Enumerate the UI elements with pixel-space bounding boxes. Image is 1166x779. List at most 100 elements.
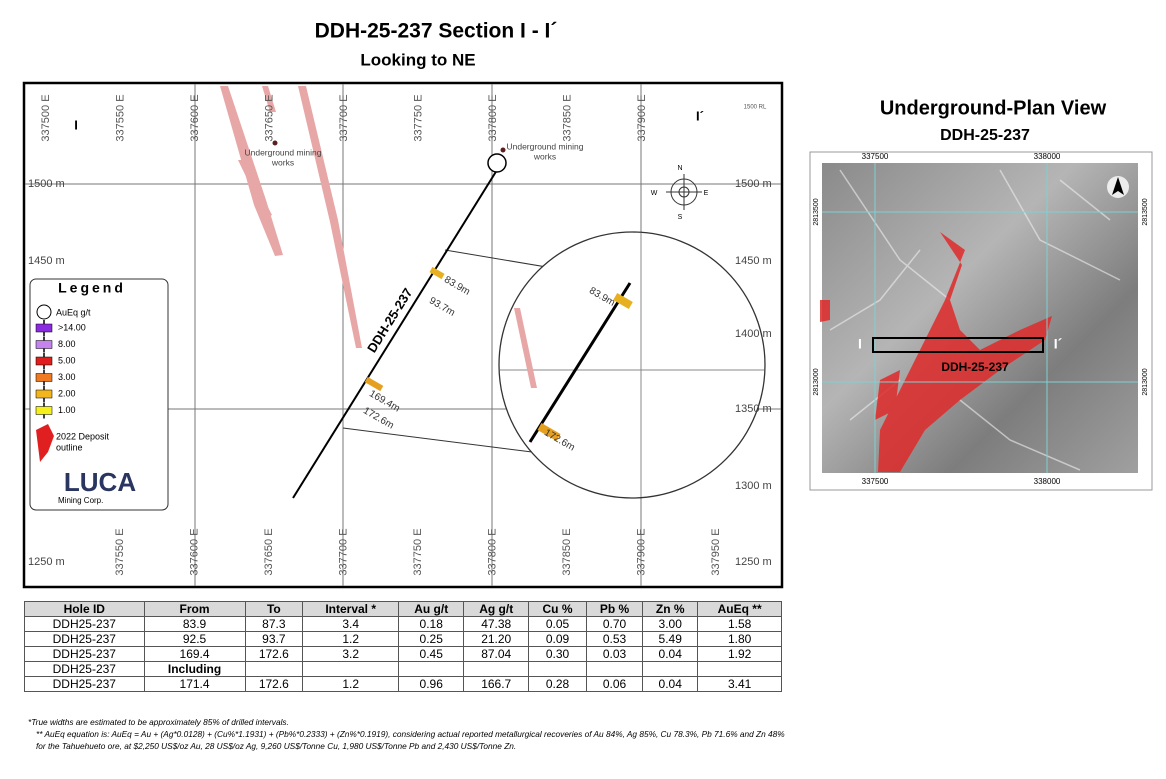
legend-outline: outline (56, 442, 83, 452)
legend-item: >14.00 (58, 322, 86, 332)
header-cell: Zn % (642, 601, 699, 617)
legend-item: 5.00 (58, 355, 76, 365)
cell: 171.4 (143, 676, 246, 692)
mining-works-label: Underground mining (244, 147, 321, 157)
logo-sub: Mining Corp. (58, 496, 103, 505)
cell: DDH25-237 (24, 646, 145, 662)
easting-label: 337550 E (114, 528, 126, 575)
row: DDH25-237 83.9 87.3 3.4 0.18 47.38 0.05 0.70 3.0… (24, 616, 782, 632)
easting-label: 337600 E (188, 528, 200, 575)
easting-label: 337650 E (263, 528, 275, 575)
cell: 0.04 (642, 646, 699, 662)
cell: 0.25 (398, 631, 465, 647)
cell: 1.92 (697, 646, 782, 662)
header-cell: Au g/t (398, 601, 465, 617)
cell (528, 661, 587, 677)
footnotes: *True widths are estimated to be approxi… (28, 716, 788, 752)
easting-label: 337600 E (189, 94, 201, 141)
cell: 47.38 (463, 616, 530, 632)
cell: 92.5 (143, 631, 246, 647)
header-cell: To (244, 601, 304, 617)
elevation-label: 1250 m (28, 556, 65, 568)
header-cell: Cu % (528, 601, 587, 617)
easting-label: 337900 E (635, 528, 647, 575)
header-cell: Pb % (585, 601, 644, 617)
mine-point (500, 147, 506, 153)
cell: 21.20 (463, 631, 530, 647)
plan-section (872, 337, 1044, 353)
cell: DDH25-237 (24, 676, 145, 692)
cell: 172.6 (244, 676, 304, 692)
easting-label: 337850 E (561, 528, 573, 575)
mine-point (272, 140, 278, 146)
logo: LUCA (64, 467, 136, 497)
elevation-label: 1250 m (735, 556, 772, 568)
elevation-label: 1350 m (735, 403, 772, 415)
cell: 0.96 (398, 676, 465, 692)
relief (829, 169, 1121, 471)
cell: 0.06 (585, 676, 644, 692)
legend-title: Legend (58, 280, 126, 296)
cell: 1.58 (697, 616, 782, 632)
plan-section-end: I´ (1054, 336, 1063, 352)
cell: 0.70 (585, 616, 644, 632)
plan-image (822, 163, 1138, 473)
legend-scale: AuEq g/t (56, 307, 91, 317)
elevation-label: 1300 m (735, 480, 772, 492)
cell: 0.45 (398, 646, 465, 662)
cell (463, 661, 530, 677)
legend-symbol (36, 304, 52, 320)
plan-y-label: 2813000 (1142, 368, 1149, 395)
row: DDH25-237 Including (24, 661, 782, 677)
cell: 93.7 (244, 631, 304, 647)
mining-works-label: Underground mining (506, 141, 583, 151)
header-cell: From (143, 601, 246, 617)
cell: 3.00 (642, 616, 699, 632)
plan-title: Underground-Plan View (880, 97, 1107, 119)
legend-outline: 2022 Deposit (56, 431, 110, 441)
easting-label: 337550 E (114, 94, 126, 141)
legend-item: 3.00 (58, 372, 76, 382)
cell: 0.30 (528, 646, 587, 662)
easting-label: 337800 E (486, 528, 498, 575)
cell: 0.04 (642, 676, 699, 692)
legend-box (29, 278, 169, 511)
plan-x-label: 337500 (862, 477, 889, 486)
cell: 0.03 (585, 646, 644, 662)
plan-x-label: 337500 (862, 152, 889, 161)
legend-swatch (35, 356, 53, 366)
cell (585, 661, 644, 677)
header-cell: Ag g/t (463, 601, 530, 617)
collar (487, 153, 507, 173)
zoom (342, 231, 766, 499)
plan-hole-label: DDH-25-237 (941, 360, 1009, 374)
compass (666, 174, 702, 210)
elevation-label: 1450 m (735, 255, 772, 267)
plan-x-label: 338000 (1034, 152, 1061, 161)
title: DDH-25-237 Section I - I´ (315, 20, 558, 43)
intercepts (364, 266, 633, 441)
legend-swatch (35, 373, 53, 382)
cell: 0.05 (528, 616, 587, 632)
footnote: *True widths are estimated to be approxi… (28, 717, 289, 727)
compass-letter: W (651, 190, 658, 197)
easting-label: 337500 E (40, 94, 52, 141)
footnote: ** AuEq equation is: AuEq = Au + (Ag*0.0… (36, 729, 785, 751)
cell: 166.7 (463, 676, 530, 692)
north-arrow (1107, 176, 1129, 198)
cell (398, 661, 465, 677)
plan-grid (822, 163, 1138, 473)
mining-works-label: works (533, 151, 556, 161)
elevation-label: 1400 m (735, 328, 772, 340)
legend-swatch (35, 340, 53, 349)
compass-letter: S (678, 214, 683, 221)
elevation-label: 1450 m (28, 255, 65, 267)
plan-subtitle: DDH-25-237 (940, 127, 1030, 144)
row: DDH25-237 171.4 172.6 1.2 0.96 166.7 0.28 0.06 0… (24, 676, 782, 692)
plan-y-label: 2813000 (813, 368, 820, 395)
elevation-label: 1500 m (735, 178, 772, 190)
plan-y-label: 2813500 (813, 198, 820, 225)
cell (697, 661, 782, 677)
figure: DDH-25-237 Section I - I´ Looking to NE … (22, 20, 1153, 589)
